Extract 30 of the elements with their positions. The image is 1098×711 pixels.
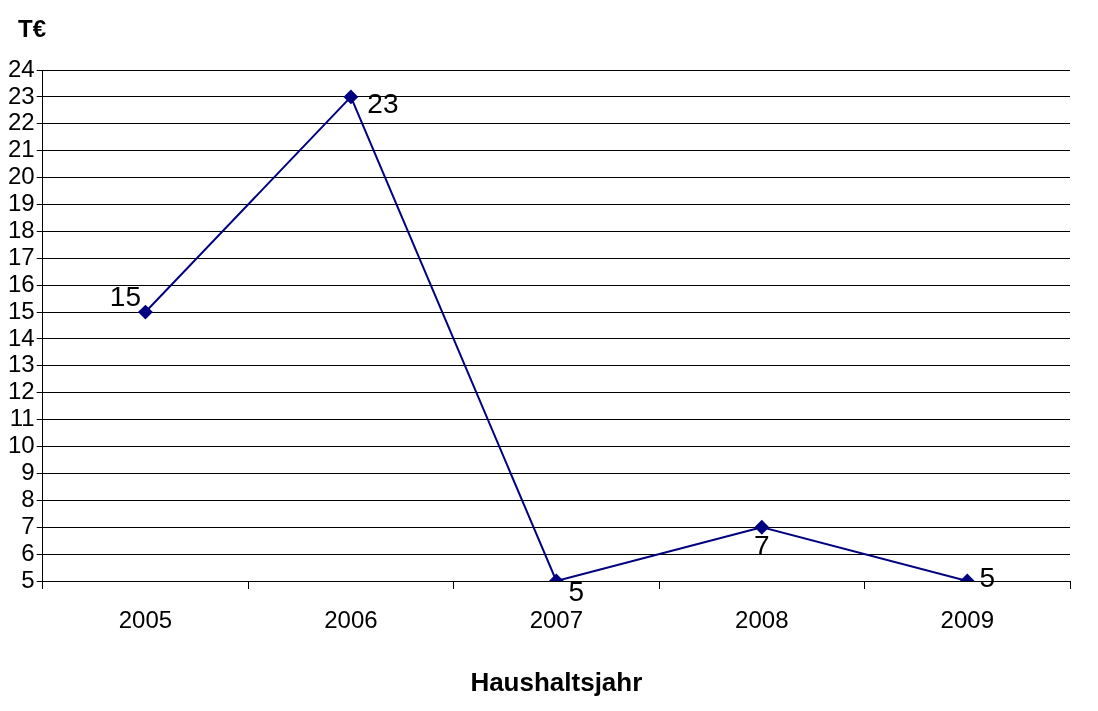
y-tick-label: 18 [7, 215, 35, 243]
y-tick-label: 19 [7, 189, 35, 217]
x-axis-title: Haushaltsjahr [470, 666, 643, 697]
y-tick-label: 7 [21, 511, 35, 539]
data-label: 5 [568, 575, 585, 607]
y-tick-label: 14 [7, 323, 35, 351]
y-tick-label: 9 [21, 458, 35, 486]
y-tick-label: 11 [9, 404, 35, 432]
y-tick-label: 23 [7, 81, 35, 109]
x-tick-label: 2007 [529, 606, 584, 634]
y-tick-label: 16 [7, 269, 35, 297]
y-axis-title: T€ [18, 14, 47, 42]
y-tick-label: 8 [21, 484, 35, 512]
y-tick-label: 21 [7, 135, 35, 163]
y-tick-label: 6 [21, 538, 35, 566]
y-tick-label: 5 [21, 565, 35, 593]
y-tick-label: 24 [7, 54, 35, 82]
data-label: 7 [754, 529, 770, 561]
x-tick-label: 2009 [940, 606, 994, 634]
y-tick-label: 17 [7, 242, 35, 270]
y-tick-label: 12 [7, 377, 35, 405]
y-tick-label: 10 [7, 431, 35, 459]
y-tick-label: 15 [7, 296, 35, 324]
x-tick-label: 2006 [324, 606, 378, 634]
data-label: 15 [109, 280, 141, 312]
x-tick-label: 2008 [735, 606, 789, 634]
y-tick-label: 13 [7, 350, 35, 378]
y-tick-label: 22 [7, 108, 35, 136]
y-tick-label: 20 [7, 162, 35, 190]
x-tick-label: 2005 [118, 606, 173, 634]
